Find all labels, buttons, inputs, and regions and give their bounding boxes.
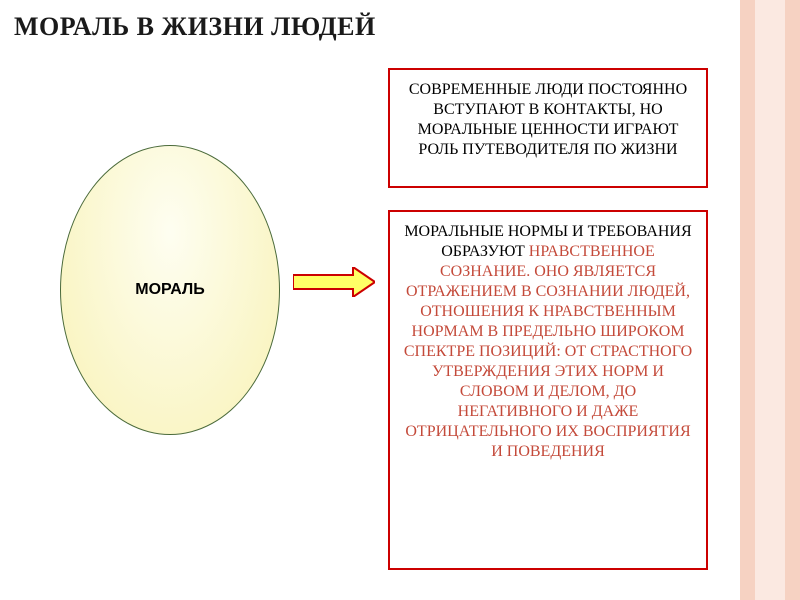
arrow-right-icon [293, 267, 375, 297]
text-box-2-red: НРАВСТВЕННОЕ СОЗНАНИЕ. ОНО ЯВЛЯЕТСЯ ОТРА… [404, 243, 692, 460]
page-title: МОРАЛЬ В ЖИЗНИ ЛЮДЕЙ [14, 12, 376, 42]
text-box-1: СОВРЕМЕННЫЕ ЛЮДИ ПОСТОЯННО ВСТУПАЮТ В КО… [388, 68, 708, 188]
moral-ellipse: МОРАЛЬ [60, 145, 280, 435]
moral-ellipse-label: МОРАЛЬ [135, 281, 205, 299]
bg-stripe-inner [755, 0, 785, 600]
text-box-1-content: СОВРЕМЕННЫЕ ЛЮДИ ПОСТОЯННО ВСТУПАЮТ В КО… [409, 81, 687, 158]
text-box-2: МОРАЛЬНЫЕ НОРМЫ И ТРЕБОВАНИЯ ОБРАЗУЮТ НР… [388, 210, 708, 570]
